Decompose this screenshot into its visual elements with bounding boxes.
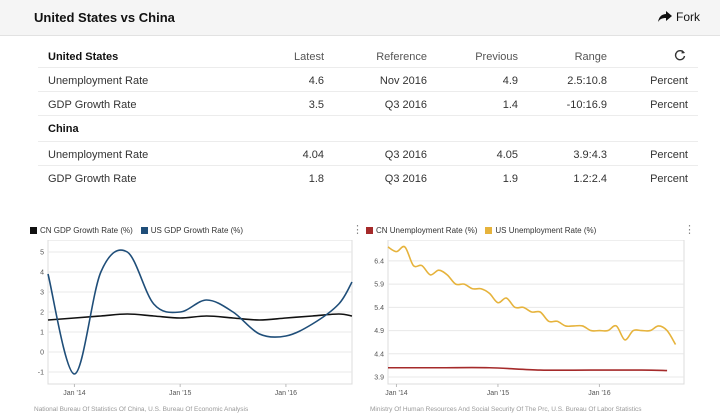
- latest-value: 4.6: [308, 75, 324, 87]
- x-tick-label: Jan '15: [169, 390, 191, 397]
- series-line[interactable]: [47, 249, 353, 375]
- previous-value: 4.05: [496, 149, 518, 161]
- range-value: -10:16.9: [566, 99, 607, 111]
- previous-value: 4.9: [502, 75, 518, 87]
- y-tick-label: 4.9: [374, 328, 384, 335]
- y-tick-label: 5: [40, 250, 44, 257]
- chart-source: National Bureau Of Statistics Of China, …: [34, 406, 249, 413]
- previous-value: 1.9: [502, 173, 518, 185]
- unit-value: Percent: [650, 75, 688, 87]
- group-label-china: China: [48, 123, 79, 135]
- column-header-latest[interactable]: Latest: [294, 51, 324, 63]
- table-row[interactable]: Unemployment Rate 4.04 Q3 2016 4.05 3.9:…: [38, 142, 698, 166]
- unit-value: Percent: [650, 99, 688, 111]
- x-tick-label: Jan '16: [588, 390, 610, 397]
- chart-legend: CN Unemployment Rate (%) US Unemployment…: [366, 226, 604, 235]
- series-line[interactable]: [387, 245, 677, 345]
- indicator-name[interactable]: Unemployment Rate: [48, 149, 149, 161]
- reference-value: Q3 2016: [384, 99, 427, 111]
- indicator-name[interactable]: Unemployment Rate: [48, 75, 149, 87]
- unemployment-chart-panel: CN Unemployment Rate (%) US Unemployment…: [366, 222, 696, 417]
- gdp-line-chart: 5 4 3 2 1 0 -1 Jan '14 Jan '15 Jan '16: [38, 240, 353, 397]
- gdp-chart-panel: CN GDP Growth Rate (%) US GDP Growth Rat…: [30, 222, 363, 417]
- x-tick-label: Jan '14: [63, 390, 85, 397]
- share-arrow-icon: [658, 11, 672, 22]
- legend-item[interactable]: US GDP Growth Rate (%): [140, 226, 244, 235]
- chart-source: Ministry Of Human Resources And Social S…: [370, 406, 642, 413]
- reference-value: Nov 2016: [379, 75, 427, 87]
- y-tick-label: 4: [40, 270, 44, 277]
- legend-swatch: [140, 227, 148, 234]
- plot-frame: [387, 240, 685, 385]
- column-header-country: United States: [48, 51, 119, 63]
- page-header: United States vs China Fork: [0, 0, 720, 36]
- legend-label: US GDP Growth Rate (%): [150, 226, 244, 235]
- legend-item[interactable]: US Unemployment Rate (%): [485, 226, 596, 235]
- reference-value: Q3 2016: [384, 149, 427, 161]
- chart-menu-icon[interactable]: ⋮: [352, 224, 363, 236]
- y-tick-label: 5.9: [374, 282, 384, 289]
- legend-item[interactable]: CN Unemployment Rate (%): [366, 226, 477, 235]
- x-tick-label: Jan '16: [275, 390, 297, 397]
- latest-value: 3.5: [308, 99, 324, 111]
- y-tick-label: 0: [40, 350, 44, 357]
- range-value: 1.2:2.4: [573, 173, 607, 185]
- y-tick-label: 2: [40, 310, 44, 317]
- column-header-reference[interactable]: Reference: [376, 51, 427, 63]
- fork-button[interactable]: Fork: [658, 10, 700, 24]
- indicator-name[interactable]: GDP Growth Rate: [48, 99, 137, 111]
- table-row[interactable]: GDP Growth Rate 3.5 Q3 2016 1.4 -10:16.9…: [38, 92, 698, 116]
- y-tick-label: 1: [40, 330, 44, 337]
- unit-value: Percent: [650, 149, 688, 161]
- y-tick-label: 3.9: [374, 375, 384, 382]
- y-tick-label: 5.4: [374, 305, 384, 312]
- unit-value: Percent: [650, 173, 688, 185]
- y-tick-label: 3: [40, 290, 44, 297]
- column-header-range[interactable]: Range: [574, 51, 607, 63]
- table-row[interactable]: Unemployment Rate 4.6 Nov 2016 4.9 2.5:1…: [38, 68, 698, 92]
- previous-value: 1.4: [502, 99, 518, 111]
- series-line[interactable]: [47, 313, 353, 321]
- chart-menu-icon[interactable]: ⋮: [684, 224, 695, 236]
- fork-label: Fork: [676, 10, 700, 24]
- reference-value: Q3 2016: [384, 173, 427, 185]
- latest-value: 4.04: [302, 149, 324, 161]
- y-tick-label: -1: [38, 370, 44, 377]
- range-value: 3.9:4.3: [573, 149, 607, 161]
- legend-item[interactable]: CN GDP Growth Rate (%): [30, 226, 133, 235]
- comparison-table: United States Latest Reference Previous …: [38, 44, 698, 190]
- page-title: United States vs China: [34, 10, 175, 25]
- legend-swatch: [485, 227, 493, 234]
- latest-value: 1.8: [308, 173, 324, 185]
- chart-legend: CN GDP Growth Rate (%) US GDP Growth Rat…: [30, 226, 251, 235]
- table-header-row: United States Latest Reference Previous …: [38, 44, 698, 68]
- x-tick-label: Jan '15: [487, 390, 509, 397]
- y-tick-label: 6.4: [374, 258, 384, 265]
- unemployment-line-chart: 6.4 5.9 5.4 4.9 4.4 3.9 Jan '14 Jan '15 Jan '16: [374, 240, 685, 397]
- legend-swatch: [366, 227, 373, 234]
- indicator-name[interactable]: GDP Growth Rate: [48, 173, 137, 185]
- legend-label: CN GDP Growth Rate (%): [40, 226, 133, 235]
- legend-swatch: [30, 227, 37, 234]
- legend-label: US Unemployment Rate (%): [495, 226, 597, 235]
- range-value: 2.5:10.8: [567, 75, 607, 87]
- legend-label: CN Unemployment Rate (%): [376, 226, 478, 235]
- group-header-row: China: [38, 116, 698, 142]
- refresh-icon[interactable]: [674, 49, 686, 61]
- x-tick-label: Jan '14: [385, 390, 407, 397]
- column-header-previous[interactable]: Previous: [475, 51, 518, 63]
- table-row[interactable]: GDP Growth Rate 1.8 Q3 2016 1.9 1.2:2.4 …: [38, 166, 698, 190]
- series-line[interactable]: [388, 366, 668, 372]
- y-tick-label: 4.4: [374, 351, 384, 358]
